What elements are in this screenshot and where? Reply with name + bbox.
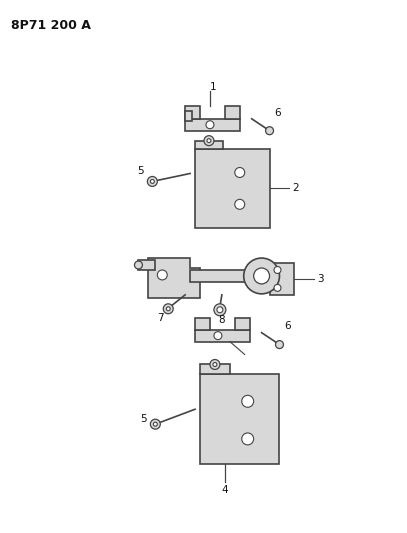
- Circle shape: [242, 433, 254, 445]
- Text: 6: 6: [274, 108, 281, 118]
- Circle shape: [206, 121, 214, 129]
- Circle shape: [204, 136, 214, 146]
- Polygon shape: [195, 330, 249, 342]
- Text: 2: 2: [292, 183, 299, 193]
- Circle shape: [266, 127, 274, 135]
- Text: 8: 8: [219, 314, 225, 325]
- Text: 4: 4: [221, 485, 228, 495]
- Circle shape: [163, 304, 173, 314]
- Polygon shape: [185, 106, 200, 119]
- Circle shape: [244, 258, 280, 294]
- Circle shape: [235, 167, 245, 177]
- Circle shape: [150, 419, 160, 429]
- Polygon shape: [195, 149, 269, 228]
- Polygon shape: [195, 141, 223, 149]
- Circle shape: [150, 180, 154, 183]
- Circle shape: [254, 268, 269, 284]
- Circle shape: [276, 341, 283, 349]
- Polygon shape: [269, 263, 294, 295]
- Circle shape: [242, 395, 254, 407]
- Circle shape: [214, 304, 226, 316]
- Polygon shape: [185, 119, 240, 131]
- Polygon shape: [195, 318, 210, 330]
- Polygon shape: [200, 375, 280, 464]
- Circle shape: [147, 176, 158, 187]
- Circle shape: [274, 266, 281, 273]
- Text: 1: 1: [210, 82, 216, 92]
- Circle shape: [235, 199, 245, 209]
- Polygon shape: [190, 270, 274, 282]
- Text: 5: 5: [137, 166, 144, 176]
- Circle shape: [153, 422, 158, 426]
- Circle shape: [217, 307, 223, 313]
- Circle shape: [213, 362, 217, 367]
- Text: 8P71 200 A: 8P71 200 A: [11, 19, 91, 33]
- Circle shape: [214, 332, 222, 340]
- Text: 5: 5: [140, 414, 147, 424]
- Text: 7: 7: [157, 313, 164, 323]
- Text: 6: 6: [284, 321, 291, 330]
- Polygon shape: [200, 365, 230, 375]
- Polygon shape: [185, 111, 192, 121]
- Circle shape: [207, 139, 211, 143]
- Polygon shape: [138, 260, 155, 270]
- Circle shape: [134, 261, 142, 269]
- Circle shape: [158, 270, 167, 280]
- Circle shape: [166, 307, 170, 311]
- Text: 3: 3: [317, 274, 324, 284]
- Circle shape: [210, 360, 220, 369]
- Polygon shape: [149, 258, 200, 298]
- Polygon shape: [235, 318, 249, 330]
- Polygon shape: [225, 106, 240, 119]
- Circle shape: [274, 285, 281, 292]
